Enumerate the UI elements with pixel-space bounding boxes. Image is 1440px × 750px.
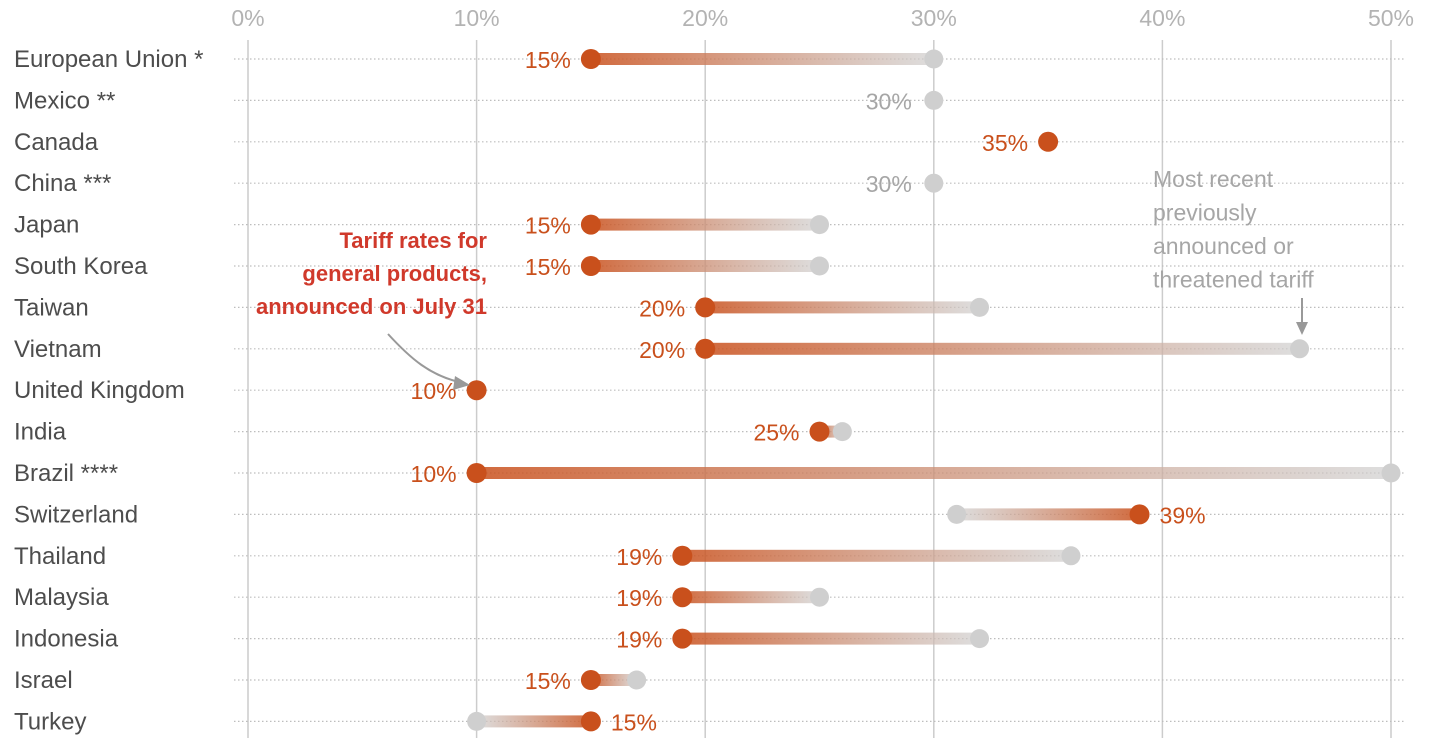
- category-label-india: India: [14, 419, 67, 446]
- category-label-turkey: Turkey: [14, 708, 86, 735]
- annotation-current-arrow: [387, 333, 464, 384]
- value-label-india: 25%: [753, 420, 799, 446]
- x-tick-label: 50%: [1368, 5, 1414, 31]
- current-dot-israel: [580, 670, 601, 690]
- current-dot-canada: [1038, 131, 1059, 152]
- x-tick-label: 10%: [454, 5, 500, 31]
- annotation-current-line: general products,: [302, 261, 487, 286]
- value-label-malaysia: 19%: [616, 585, 662, 611]
- value-label-brazil: 10%: [411, 461, 457, 487]
- value-label-mexico: 30%: [866, 88, 912, 114]
- current-dot-vietnam: [695, 338, 716, 359]
- value-label-japan: 15%: [525, 213, 571, 239]
- previous-dot-indonesia: [970, 629, 990, 649]
- category-label-united-kingdom: United Kingdom: [14, 377, 185, 404]
- value-label-united-kingdom: 10%: [411, 378, 457, 404]
- x-tick-label: 30%: [911, 5, 957, 31]
- current-dot-united-kingdom: [466, 380, 487, 401]
- previous-dot-european-union: [924, 49, 944, 69]
- current-dot-malaysia: [672, 587, 693, 608]
- value-label-vietnam: 20%: [639, 337, 685, 363]
- connector-bar-israel: [590, 674, 637, 686]
- annotation-current-arrowhead: [453, 376, 470, 390]
- annotation-previous-line: previously: [1153, 200, 1257, 226]
- current-dot-south-korea: [580, 256, 601, 276]
- category-label-vietnam: Vietnam: [14, 336, 102, 363]
- previous-dot-thailand: [1061, 546, 1081, 566]
- previous-dot-turkey: [467, 711, 487, 731]
- annotation-current-tariff: Tariff rates for general products, announc…: [256, 228, 487, 319]
- current-dot-thailand: [672, 545, 693, 566]
- annotation-current-line: announced on July 31: [256, 294, 487, 319]
- annotation-previous-arrowhead: [1296, 322, 1308, 335]
- category-label-israel: Israel: [14, 667, 73, 694]
- bar-layer: [476, 53, 1392, 728]
- value-label-european-union: 15%: [525, 47, 571, 73]
- previous-dot-switzerland: [947, 504, 967, 524]
- current-dot-turkey: [580, 711, 601, 732]
- previous-dot-india: [832, 422, 852, 442]
- previous-dot-mexico: [924, 90, 944, 110]
- value-label-taiwan: 20%: [639, 295, 685, 321]
- annotation-layer: Tariff rates for general products, announc…: [256, 166, 1314, 390]
- current-dot-european-union: [580, 49, 601, 69]
- previous-dot-malaysia: [810, 587, 829, 607]
- connector-bar-switzerland: [956, 508, 1140, 521]
- value-label-switzerland: 39%: [1160, 502, 1206, 528]
- current-dot-taiwan: [695, 297, 716, 318]
- connector-bar-thailand: [682, 549, 1071, 562]
- x-tick-label: 0%: [231, 5, 264, 31]
- category-label-south-korea: South Korea: [14, 253, 148, 280]
- current-dot-india: [809, 421, 830, 442]
- value-label-indonesia: 19%: [616, 627, 662, 653]
- connector-bar-vietnam: [705, 342, 1300, 355]
- value-label-thailand: 19%: [616, 544, 662, 570]
- category-label-mexico: Mexico **: [14, 87, 115, 114]
- annotation-previous-line: threatened tariff: [1153, 267, 1314, 293]
- mark-layer: [466, 49, 1401, 732]
- category-label-brazil: Brazil ****: [14, 460, 118, 487]
- category-label-china: China ***: [14, 170, 111, 197]
- annotation-current-line: Tariff rates for: [339, 228, 487, 253]
- label-layer: 0% 10% 20% 30% 40% 50% European Union * 15% Mexi…: [14, 5, 1414, 735]
- previous-dot-china: [924, 173, 944, 193]
- connector-bar-malaysia: [682, 591, 820, 604]
- connector-bar-japan: [590, 218, 820, 231]
- value-label-turkey: 15%: [611, 709, 657, 735]
- current-dot-indonesia: [672, 628, 693, 649]
- value-label-israel: 15%: [525, 668, 571, 694]
- value-label-china: 30%: [866, 171, 912, 197]
- category-label-indonesia: Indonesia: [14, 626, 119, 653]
- connector-bar-south-korea: [590, 260, 820, 272]
- previous-dot-south-korea: [810, 256, 829, 276]
- category-label-japan: Japan: [14, 212, 79, 239]
- current-dot-japan: [580, 214, 601, 235]
- annotation-previous-line: announced or: [1153, 233, 1294, 259]
- previous-dot-brazil: [1381, 463, 1401, 483]
- category-label-switzerland: Switzerland: [14, 501, 138, 528]
- annotation-previous-line: Most recent: [1153, 166, 1274, 192]
- category-label-canada: Canada: [14, 129, 99, 156]
- category-label-malaysia: Malaysia: [14, 584, 109, 611]
- value-label-south-korea: 15%: [525, 254, 571, 280]
- current-dot-switzerland: [1129, 504, 1150, 525]
- annotation-previous-tariff: Most recent previously announced or threate…: [1153, 166, 1314, 293]
- connector-bar-turkey: [476, 715, 591, 728]
- previous-dot-japan: [810, 215, 829, 235]
- x-tick-label: 40%: [1139, 5, 1185, 31]
- connector-bar-european-union: [590, 53, 934, 65]
- previous-dot-israel: [627, 670, 647, 690]
- current-dot-brazil: [466, 463, 487, 483]
- category-label-european-union: European Union *: [14, 46, 203, 73]
- x-tick-label: 20%: [682, 5, 728, 31]
- connector-bar-taiwan: [705, 301, 980, 314]
- value-label-canada: 35%: [982, 130, 1028, 156]
- previous-dot-vietnam: [1290, 339, 1310, 359]
- category-label-taiwan: Taiwan: [14, 294, 89, 321]
- category-label-thailand: Thailand: [14, 543, 106, 570]
- connector-bar-brazil: [476, 467, 1392, 479]
- previous-dot-taiwan: [970, 297, 990, 317]
- connector-bar-indonesia: [682, 632, 980, 645]
